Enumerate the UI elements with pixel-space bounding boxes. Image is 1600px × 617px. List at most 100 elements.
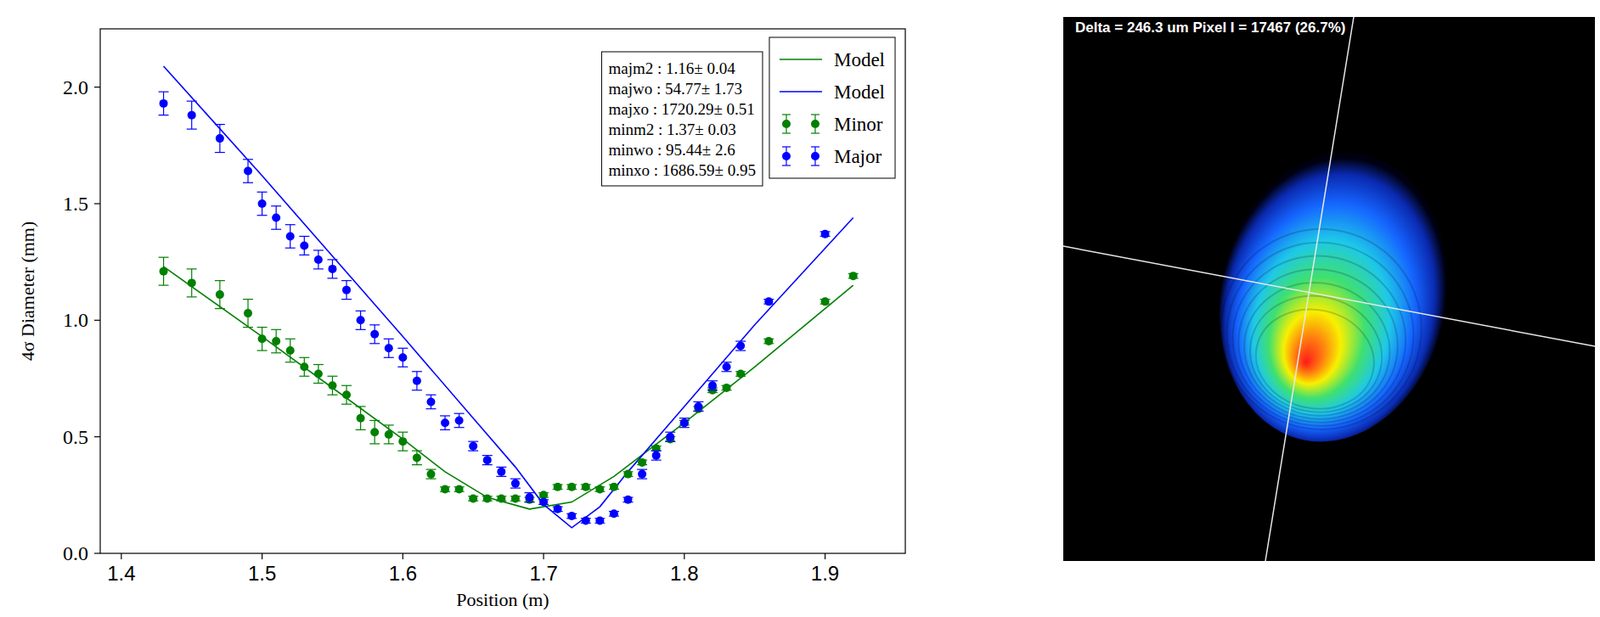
error-bar-cap [651, 450, 662, 452]
y-tick [94, 552, 101, 554]
crosshair [1265, 16, 1354, 562]
error-bar-cap [285, 361, 296, 363]
error-bar-cap [186, 296, 198, 298]
data-point [722, 362, 732, 372]
error-bar-cap [242, 298, 254, 300]
error-bar-cap [383, 338, 395, 340]
legend-swatch [811, 146, 820, 147]
legend-swatch [782, 152, 791, 161]
data-point [215, 134, 225, 143]
error-bar-cap [242, 326, 254, 328]
data-point [764, 337, 773, 346]
error-bar-cap [242, 182, 254, 184]
data-point [314, 370, 323, 379]
data-point [356, 315, 366, 325]
data-point [398, 437, 407, 446]
error-bar-cap [467, 441, 479, 443]
x-tick [120, 553, 122, 560]
beam-fringe [1246, 298, 1384, 421]
error-bar [482, 456, 493, 466]
legend-swatch [782, 113, 791, 115]
legend-swatch [811, 132, 820, 134]
error-bar [355, 310, 367, 330]
error-bar-cap [707, 389, 718, 391]
legend-label: Model [833, 49, 885, 71]
y-tick-label: 0.0 [62, 542, 89, 565]
error-bar-cap [454, 427, 465, 429]
beam-fringe [1202, 210, 1441, 449]
data-point [496, 494, 506, 503]
y-tick [94, 436, 101, 438]
error-bar-cap [214, 152, 226, 153]
error-bar-cap [313, 249, 324, 251]
error-bar-cap [495, 476, 507, 478]
error-bar [242, 159, 254, 183]
error-bar-cap [439, 415, 451, 417]
data-point [215, 290, 225, 299]
data-point [426, 397, 435, 406]
y-tick-label: 2.0 [62, 76, 89, 99]
x-tick [542, 553, 544, 560]
error-bar-cap [242, 158, 254, 160]
error-bar [664, 432, 676, 442]
error-bar-cap [636, 478, 648, 480]
error-bar-cap [298, 357, 310, 359]
legend: ModelModelMinorMajor [769, 37, 896, 179]
fit-parameter: majxo : 1720.29± 0.51 [608, 100, 755, 119]
error-bar [270, 206, 282, 230]
error-bar-cap [341, 298, 352, 300]
error-bar-cap [158, 285, 170, 287]
data-point [342, 286, 351, 295]
data-point [539, 498, 548, 508]
error-bar [651, 450, 662, 461]
data-point [327, 381, 337, 390]
error-bar-cap [425, 408, 436, 410]
error-bar-cap [285, 247, 296, 249]
data-point [680, 418, 689, 428]
error-bar-cap [298, 236, 310, 237]
error-bar-cap [439, 429, 451, 431]
error-bar [285, 225, 296, 248]
data-point [243, 167, 253, 176]
error-bar-cap [692, 411, 704, 412]
legend-swatch [782, 119, 791, 129]
data-point [595, 484, 604, 494]
error-bar [721, 362, 733, 372]
error-bar-cap [257, 326, 268, 328]
error-bar-cap [369, 343, 380, 344]
error-bar [186, 101, 198, 130]
error-bar-cap [664, 441, 676, 443]
legend-swatch [779, 58, 823, 61]
fit-parameter: minxo : 1686.59± 0.95 [608, 161, 756, 180]
error-bar [355, 406, 367, 430]
error-bar-cap [326, 394, 338, 396]
error-bar-cap [369, 324, 380, 326]
error-bar-cap [679, 417, 690, 419]
data-point [468, 442, 478, 451]
error-bar-cap [664, 441, 676, 443]
error-bar [242, 299, 254, 328]
x-tick [261, 553, 263, 560]
error-bar-cap [298, 376, 310, 378]
error-bar-cap [692, 401, 704, 403]
beam-profile-panel: Delta = 246.3 um Pixel I = 17467 (26.7%) [1063, 16, 1595, 562]
data-point [468, 494, 478, 503]
error-bar [313, 250, 324, 270]
error-bar [467, 441, 479, 451]
plot-frame [100, 28, 906, 554]
error-bar [383, 338, 395, 358]
error-bar-cap [369, 443, 380, 445]
error-bar-cap [326, 376, 338, 378]
error-bar-cap [397, 450, 408, 452]
legend-swatch [782, 132, 791, 134]
error-bar [158, 91, 170, 115]
error-bar-cap [326, 277, 338, 279]
error-bar-cap [735, 340, 746, 342]
data-point [258, 334, 267, 344]
data-point [286, 231, 295, 241]
error-bar-cap [313, 364, 324, 366]
error-bar-cap [664, 432, 676, 434]
data-point [609, 483, 619, 492]
data-point [680, 418, 689, 428]
error-bar-cap [425, 394, 436, 396]
